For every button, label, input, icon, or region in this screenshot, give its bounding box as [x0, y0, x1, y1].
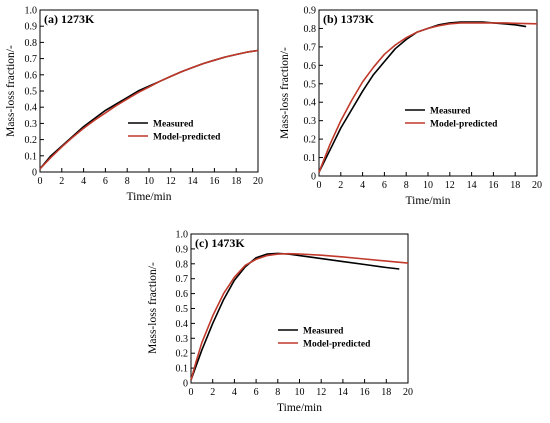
x-axis-title: Time/min [406, 195, 451, 207]
x-tick-label: 16 [488, 180, 498, 191]
legend-label: Measured [303, 327, 344, 337]
x-tick-label: 10 [423, 180, 433, 191]
y-tick-label: 0.7 [304, 42, 317, 53]
series-line-measured [39, 49, 259, 170]
x-tick-label: 10 [144, 176, 154, 187]
y-tick-label: 0.6 [25, 70, 38, 81]
x-tick-label: 16 [360, 387, 370, 398]
y-tick-label: 0.6 [176, 289, 189, 300]
legend-label: Model-predicted [153, 133, 221, 143]
x-tick-label: 14 [338, 387, 348, 398]
series-line-measured [190, 252, 400, 381]
y-axis-title: Mass-loss fraction/- [147, 262, 159, 354]
y-tick-label: 0.5 [176, 304, 189, 315]
y-tick-label: 0.3 [304, 116, 317, 127]
x-tick-label: 4 [232, 387, 237, 398]
series-line-model-predicted [39, 49, 259, 170]
y-tick-label: 1.0 [176, 230, 189, 241]
x-tick-label: 4 [81, 176, 86, 187]
y-tick-label: 0.7 [25, 54, 38, 65]
x-axis-title: Time/min [277, 402, 322, 414]
x-tick-label: 8 [404, 180, 409, 191]
y-tick-label: 0.9 [304, 6, 317, 17]
x-tick-label: 12 [445, 180, 455, 191]
y-tick-label: 0.2 [304, 135, 317, 146]
x-axis-title: Time/min [127, 191, 172, 203]
plot-frame [318, 9, 538, 177]
y-tick-label: 0 [32, 168, 37, 179]
panel-2: 0 2 4 6 8 10 12 14 16 18 20 0 0.1 0.2 0.3 0.4 0.5 0.6 0.7 0… [279, 6, 542, 208]
x-tick-label: 18 [381, 387, 391, 398]
series-line-measured [318, 21, 527, 173]
x-tick-label: 14 [188, 176, 198, 187]
x-tick-label: 2 [210, 387, 215, 398]
y-tick-label: 0.8 [176, 259, 189, 270]
y-tick-label: 0.6 [304, 61, 317, 72]
y-tick-label: 1.0 [25, 6, 38, 17]
y-tick-label: 0.3 [176, 334, 189, 345]
panel-label: (a) 1273K [44, 12, 95, 26]
legend-label: Measured [153, 120, 194, 130]
panel-3: 0 2 4 6 8 10 12 14 16 18 20 0 0.1 0.2 0.3 0.4 0.5 0.6 0.7 0… [147, 230, 413, 415]
legend-label: Measured [430, 107, 471, 117]
y-tick-label: 0.9 [25, 22, 38, 33]
x-tick-label: 8 [275, 387, 280, 398]
legend-label: Model-predicted [303, 340, 371, 350]
legend-label: Model-predicted [430, 120, 498, 130]
x-tick-label: 20 [403, 387, 413, 398]
x-tick-label: 12 [316, 387, 326, 398]
x-tick-label: 6 [254, 387, 259, 398]
plot-frame [39, 9, 259, 173]
y-tick-label: 0.1 [176, 364, 189, 375]
x-tick-label: 6 [382, 180, 387, 191]
y-tick-label: 0.1 [25, 151, 38, 162]
y-tick-label: 0.3 [25, 119, 38, 130]
series-line-model-predicted [190, 252, 409, 381]
x-tick-label: 14 [467, 180, 477, 191]
x-tick-label: 20 [532, 180, 542, 191]
y-tick-label: 0.7 [176, 274, 189, 285]
x-tick-label: 8 [125, 176, 130, 187]
panel-label: (c) 1473K [195, 236, 245, 250]
y-tick-label: 0.9 [176, 244, 189, 255]
y-tick-label: 0.1 [304, 153, 317, 164]
x-tick-label: 12 [166, 176, 176, 187]
x-tick-label: 18 [510, 180, 520, 191]
y-tick-label: 0 [311, 172, 316, 183]
y-axis-title: Mass-loss fraction/- [5, 45, 17, 137]
x-tick-label: 2 [338, 180, 343, 191]
panel-1: 0 2 4 6 8 10 12 14 16 18 20 0 0.1 0.2 0.3 0.4 0.5 0.6 0.7 0… [5, 6, 263, 204]
y-tick-label: 0.2 [176, 349, 189, 360]
x-tick-label: 18 [231, 176, 241, 187]
y-tick-label: 0.4 [176, 319, 189, 330]
y-tick-label: 0.4 [25, 103, 38, 114]
x-tick-label: 10 [295, 387, 305, 398]
y-tick-label: 0.2 [25, 135, 38, 146]
x-tick-label: 20 [253, 176, 263, 187]
y-tick-label: 0.5 [304, 79, 317, 90]
x-tick-label: 6 [103, 176, 108, 187]
series-line-model-predicted [318, 22, 538, 173]
x-tick-label: 0 [189, 387, 194, 398]
x-tick-label: 2 [59, 176, 64, 187]
y-tick-label: 0.8 [304, 24, 317, 35]
x-tick-label: 16 [209, 176, 219, 187]
panel-label: (b) 1373K [323, 12, 375, 26]
x-tick-label: 4 [360, 180, 365, 191]
x-tick-label: 0 [38, 176, 43, 187]
y-tick-label: 0.8 [25, 38, 38, 49]
y-axis-title: Mass-loss fraction/- [279, 47, 291, 139]
y-tick-label: 0.4 [304, 98, 317, 109]
y-tick-label: 0.5 [25, 87, 38, 98]
y-tick-label: 0 [183, 379, 188, 390]
x-tick-label: 0 [317, 180, 322, 191]
